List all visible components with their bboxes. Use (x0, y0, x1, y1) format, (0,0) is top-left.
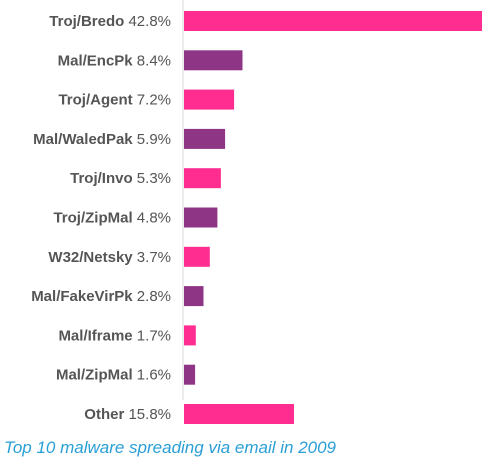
value-label-8: 1.7% (133, 327, 171, 344)
bar-label-9: Mal/ZipMal 1.6% (56, 367, 171, 384)
category-label-1: Mal/EncPk (58, 52, 134, 69)
bar-label-10: Other 15.8% (84, 406, 171, 423)
value-label-9: 1.6% (133, 367, 171, 384)
value-label-2: 7.2% (133, 92, 171, 109)
bar-10 (184, 404, 294, 424)
bar-1 (184, 50, 243, 71)
bar-9 (184, 364, 196, 385)
bar-8 (184, 325, 196, 346)
value-label-0: 42.8% (124, 13, 171, 30)
malware-bar-chart: Troj/Bredo 42.8% Mal/EncPk 8.4% Troj/Agent… (31, 0, 482, 424)
bar-6 (184, 246, 210, 267)
category-label-5: Troj/ZipMal (53, 210, 132, 227)
labels-group: Troj/Bredo 42.8% Mal/EncPk 8.4% Troj/Agent… (31, 13, 171, 423)
chart-caption: Top 10 malware spreading via email in 20… (4, 438, 337, 457)
bars-group (184, 11, 482, 424)
category-label-8: Mal/Iframe (58, 327, 132, 344)
category-label-9: Mal/ZipMal (56, 367, 133, 384)
bar-7 (184, 286, 204, 307)
category-label-3: Mal/WaledPak (33, 131, 133, 148)
bar-label-5: Troj/ZipMal 4.8% (53, 210, 171, 227)
bar-label-3: Mal/WaledPak 5.9% (33, 131, 171, 148)
category-label-4: Troj/Invo (70, 170, 133, 187)
bar-label-7: Mal/FakeVirPk 2.8% (31, 288, 171, 305)
bar-label-6: W32/Netsky 3.7% (48, 249, 171, 266)
bar-label-8: Mal/Iframe 1.7% (58, 327, 171, 344)
value-label-3: 5.9% (133, 131, 171, 148)
value-label-5: 4.8% (133, 210, 171, 227)
category-label-6: W32/Netsky (48, 249, 133, 266)
value-label-4: 5.3% (133, 170, 171, 187)
value-label-1: 8.4% (133, 52, 171, 69)
bar-label-2: Troj/Agent 7.2% (58, 92, 171, 109)
category-label-2: Troj/Agent (58, 92, 132, 109)
bar-2 (184, 89, 235, 110)
bar-3 (184, 128, 226, 149)
category-label-7: Mal/FakeVirPk (31, 288, 133, 305)
bar-label-4: Troj/Invo 5.3% (70, 170, 171, 187)
category-label-10: Other (84, 406, 124, 423)
value-label-6: 3.7% (133, 249, 171, 266)
bar-5 (184, 207, 218, 228)
bar-0 (184, 11, 482, 31)
value-label-10: 15.8% (124, 406, 171, 423)
bar-label-0: Troj/Bredo 42.8% (49, 13, 171, 30)
bar-label-1: Mal/EncPk 8.4% (58, 52, 171, 69)
bar-4 (184, 168, 221, 189)
category-label-0: Troj/Bredo (49, 13, 124, 30)
value-label-7: 2.8% (133, 288, 171, 305)
